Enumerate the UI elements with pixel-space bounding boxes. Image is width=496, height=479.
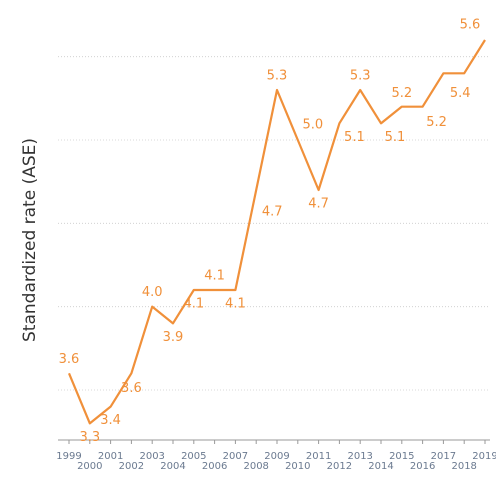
x-tick-label: 2002 (119, 461, 144, 472)
line (67, 39, 486, 425)
data-label: 5.4 (450, 86, 471, 101)
data-label: 5.0 (302, 118, 323, 133)
data-label: 4.7 (308, 197, 329, 212)
x-tick-label: 2004 (160, 461, 185, 472)
data-label: 4.1 (183, 297, 204, 312)
x-tick-label: 2017 (431, 451, 456, 462)
data-label: 4.7 (262, 205, 283, 220)
data-label: 5.1 (344, 130, 365, 145)
x-tick-label: 2015 (389, 451, 414, 462)
y-axis-label: Standardized rate (ASE) (20, 138, 40, 342)
data-label: 4.1 (225, 297, 246, 312)
x-tick-label: 2010 (285, 461, 310, 472)
x-tick-label: 2018 (451, 461, 476, 472)
data-label: 5.2 (426, 115, 447, 130)
x-tick-label: 2016 (410, 461, 435, 472)
data-label: 3.9 (163, 330, 184, 345)
x-tick-label: 2008 (243, 461, 268, 472)
data-label: 5.3 (267, 69, 288, 84)
data-label: 4.1 (204, 269, 225, 284)
data-label: 3.3 (79, 430, 100, 445)
data-label: 5.3 (350, 69, 371, 84)
x-tick-label: 2007 (223, 451, 248, 462)
data-label: 4.0 (142, 285, 163, 300)
data-label: 5.6 (460, 18, 481, 33)
x-tick-label: 2009 (264, 451, 289, 462)
data-label: 3.4 (100, 413, 121, 428)
data-label: 3.6 (59, 352, 80, 367)
x-tick-label: 2005 (181, 451, 206, 462)
data-label: 5.2 (391, 86, 412, 101)
x-tick-label: 1999 (56, 451, 81, 462)
x-tick-label: 2019 (472, 451, 496, 462)
x-tick-label: 2001 (98, 451, 123, 462)
x-tick-label: 2000 (77, 461, 102, 472)
x-tick-label: 2013 (347, 451, 372, 462)
data-label: 5.1 (385, 130, 406, 145)
x-tick-label: 2006 (202, 461, 227, 472)
x-tick-label: 2011 (306, 451, 331, 462)
x-tick-label: 2003 (139, 451, 164, 462)
x-tick-label: 2012 (327, 461, 352, 472)
x-tick-label: 2014 (368, 461, 393, 472)
data-label: 3.6 (121, 381, 142, 396)
